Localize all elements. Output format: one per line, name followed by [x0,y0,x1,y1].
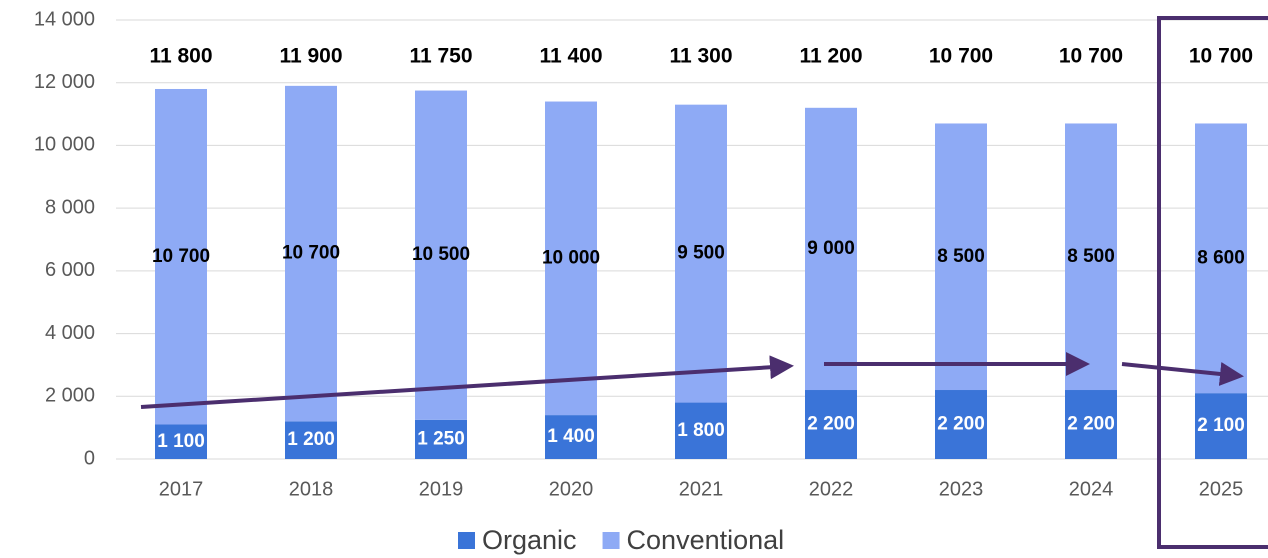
data-label: 9 500 [677,243,725,264]
total-label: 10 700 [1059,45,1123,68]
data-label: 10 500 [412,244,470,265]
y-tick-label: 14 000 [34,8,95,30]
data-label: 2 100 [1197,415,1245,436]
bar-segment [935,123,987,391]
data-label: 1 250 [417,428,465,449]
bar-segment [1065,390,1117,459]
data-label: 1 200 [287,429,335,450]
total-label: 10 700 [1189,45,1253,68]
data-label: 1 800 [677,420,725,441]
legend-swatch [458,532,475,549]
bars [155,85,1247,459]
total-label: 11 800 [149,45,212,68]
legend: Organic Conventional [458,525,784,555]
data-label: 9 000 [807,238,855,259]
arrow [1121,362,1244,386]
data-label: 10 700 [282,243,340,264]
bar-segment [805,390,857,459]
x-tick-label: 2019 [419,478,464,500]
bar-segment [415,419,467,459]
highlight-box [1157,16,1268,549]
y-tick-label: 2 000 [45,385,95,407]
x-tick-label: 2017 [159,478,204,500]
data-label: 8 500 [1067,246,1115,267]
bar-segment [155,424,207,459]
data-label: 1 400 [547,426,595,447]
x-tick-label: 2020 [549,478,594,500]
total-label: 11 200 [799,45,862,68]
data-label: 2 200 [807,414,855,435]
total-label: 11 300 [669,45,732,68]
bar-segment [285,421,337,459]
bar-segment [935,390,987,459]
bar-segment [1065,123,1117,391]
x-tick-label: 2018 [289,478,334,500]
total-label: 11 750 [409,45,472,68]
data-label: 8 600 [1197,247,1245,268]
trend-arrows [140,352,1244,409]
y-tick-label: 10 000 [34,134,95,156]
y-tick-label: 8 000 [45,196,95,218]
bar-segment [285,85,337,422]
data-label: 2 200 [1067,414,1115,435]
bar-segment [1195,123,1247,394]
legend-label: Organic [482,525,577,555]
y-tick-label: 6 000 [45,259,95,281]
legend-swatch [602,532,620,549]
x-tick-label: 2025 [1199,478,1244,500]
bar-segment [805,107,857,391]
x-tick-label: 2024 [1069,478,1114,500]
y-tick-label: 4 000 [45,322,95,344]
bar-segment [675,104,727,403]
legend-label: Conventional [627,525,785,555]
data-label: 10 700 [152,246,210,267]
y-tick-label: 12 000 [34,71,95,93]
data-label: 1 100 [157,431,205,452]
data-label: 8 500 [937,246,985,267]
data-label: 10 000 [542,247,600,268]
y-tick-label: 0 [84,447,95,469]
x-tick-label: 2023 [939,478,984,500]
bar-segment [545,415,597,459]
x-tick-label: 2021 [679,478,724,500]
data-label: 2 200 [937,414,985,435]
x-tick-label: 2022 [809,478,854,500]
total-label: 11 900 [279,45,342,68]
bar-segment [675,402,727,459]
bar-segment [155,88,207,425]
bar-segment [1195,393,1247,459]
arrow [140,355,794,409]
bar-segment [545,101,597,416]
labels: 2017 1 100 10 700 11 800 2018 1 200 10 700 11 9… [149,45,1253,501]
total-label: 11 400 [539,45,602,68]
bar-segment [415,90,467,420]
total-label: 10 700 [929,45,993,68]
